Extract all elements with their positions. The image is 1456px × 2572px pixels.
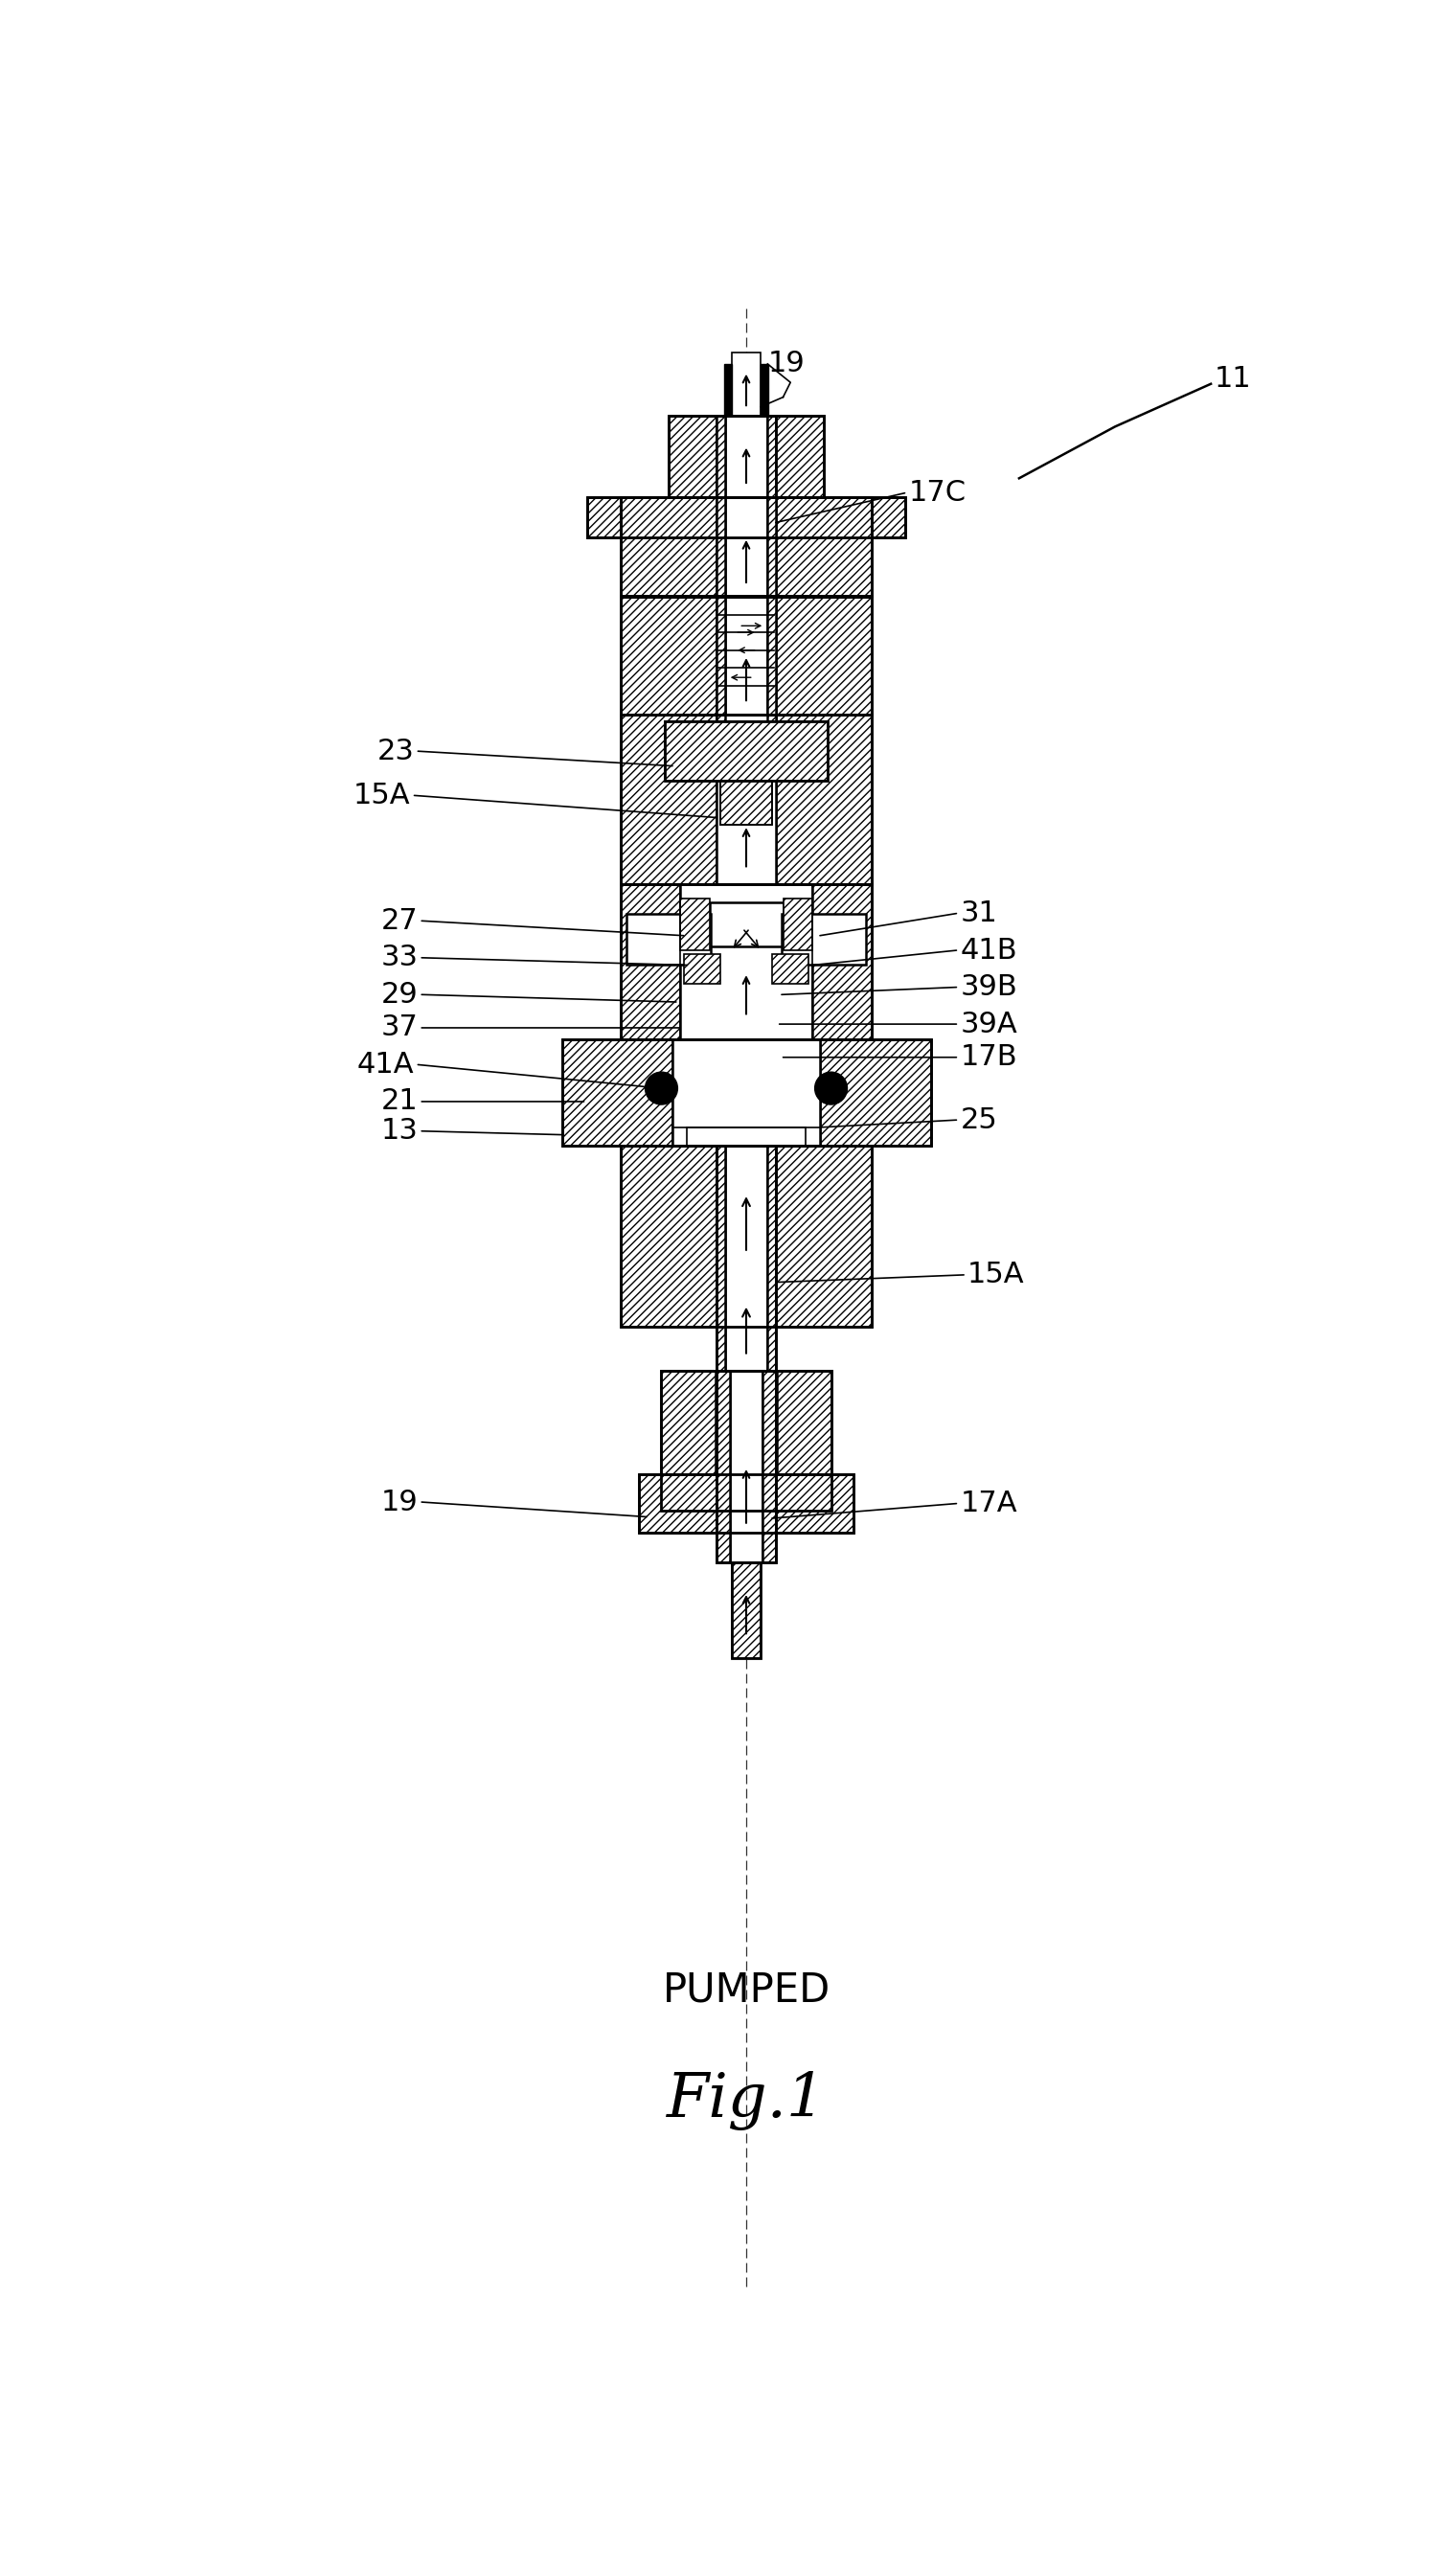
Bar (725, 417, 767, 496)
Bar (562, 1039, 930, 1145)
Bar (588, 496, 904, 538)
Bar (680, 885, 812, 1039)
Bar (620, 715, 716, 885)
Bar (620, 496, 872, 597)
Bar (665, 723, 827, 782)
Bar (562, 1039, 673, 1145)
Bar (767, 496, 776, 597)
Bar (716, 715, 725, 751)
Bar (668, 417, 824, 496)
Bar (776, 885, 872, 1039)
Text: 23: 23 (377, 738, 415, 764)
Bar (729, 1371, 763, 1564)
Bar (872, 496, 904, 538)
Bar (620, 1145, 872, 1327)
Bar (709, 903, 783, 946)
Bar (680, 885, 812, 1039)
Bar (721, 782, 772, 826)
Text: 41B: 41B (960, 936, 1018, 964)
Bar (776, 1145, 872, 1327)
Text: 15A: 15A (967, 1260, 1025, 1289)
Text: 15A: 15A (354, 782, 411, 810)
Bar (731, 352, 761, 417)
Bar (772, 954, 810, 983)
Bar (776, 417, 824, 496)
Text: 19: 19 (769, 350, 805, 378)
Bar (620, 885, 872, 1039)
Bar (731, 1564, 761, 1659)
Bar (716, 496, 725, 597)
Bar (665, 723, 827, 782)
Text: 17C: 17C (909, 478, 967, 507)
Bar (716, 1371, 729, 1564)
Bar (620, 1145, 716, 1327)
Text: 21: 21 (381, 1088, 418, 1116)
Bar (778, 1371, 831, 1510)
Bar (588, 496, 620, 538)
Text: 29: 29 (381, 980, 418, 1008)
Bar (776, 715, 872, 885)
Bar (673, 1039, 820, 1145)
Text: Fig.1: Fig.1 (667, 2070, 826, 2130)
Text: 17A: 17A (960, 1489, 1018, 1517)
Polygon shape (724, 365, 731, 417)
Bar (716, 1145, 725, 1371)
Bar (620, 885, 716, 1039)
Bar (776, 1474, 853, 1533)
Bar (683, 954, 721, 983)
Bar (767, 597, 776, 715)
Text: 11: 11 (1214, 365, 1252, 394)
Text: 25: 25 (960, 1106, 997, 1134)
Bar (716, 597, 725, 715)
Bar (639, 1474, 716, 1533)
Bar (716, 715, 776, 885)
Bar (767, 1145, 776, 1371)
Bar (716, 417, 725, 496)
Bar (620, 715, 872, 885)
Text: 37: 37 (380, 1013, 418, 1042)
Text: 33: 33 (380, 944, 418, 972)
Text: 39B: 39B (960, 972, 1018, 1001)
Bar (731, 1564, 761, 1659)
Bar (820, 1039, 930, 1145)
Bar (680, 898, 709, 949)
Bar (661, 1371, 715, 1510)
Bar (763, 1371, 776, 1564)
Text: 19: 19 (381, 1489, 418, 1515)
Bar (661, 1371, 831, 1510)
Text: 39A: 39A (960, 1011, 1018, 1039)
Text: PUMPED: PUMPED (662, 1970, 830, 2011)
Polygon shape (761, 365, 769, 417)
Bar (620, 597, 716, 715)
Bar (716, 1145, 776, 1371)
Circle shape (645, 1073, 677, 1103)
Bar (620, 597, 872, 715)
Bar (725, 1145, 767, 1371)
Bar (782, 913, 866, 964)
Bar (699, 728, 716, 766)
Bar (767, 715, 776, 751)
Bar (620, 496, 716, 597)
Bar (721, 782, 772, 826)
Bar (776, 597, 872, 715)
Text: 13: 13 (380, 1116, 418, 1145)
Bar (626, 913, 711, 964)
Bar (767, 417, 776, 496)
Text: 31: 31 (960, 900, 997, 928)
Text: 41A: 41A (357, 1052, 415, 1078)
Bar (716, 417, 776, 496)
Bar (776, 728, 794, 766)
Bar (725, 597, 767, 715)
Bar (783, 898, 812, 949)
Text: 27: 27 (381, 908, 418, 934)
Bar (687, 1127, 805, 1145)
Bar (668, 417, 716, 496)
Text: 17B: 17B (960, 1044, 1018, 1070)
Bar (639, 1474, 853, 1533)
Bar (716, 1371, 776, 1564)
Circle shape (815, 1073, 847, 1103)
Bar (725, 496, 767, 597)
Bar (776, 496, 872, 597)
